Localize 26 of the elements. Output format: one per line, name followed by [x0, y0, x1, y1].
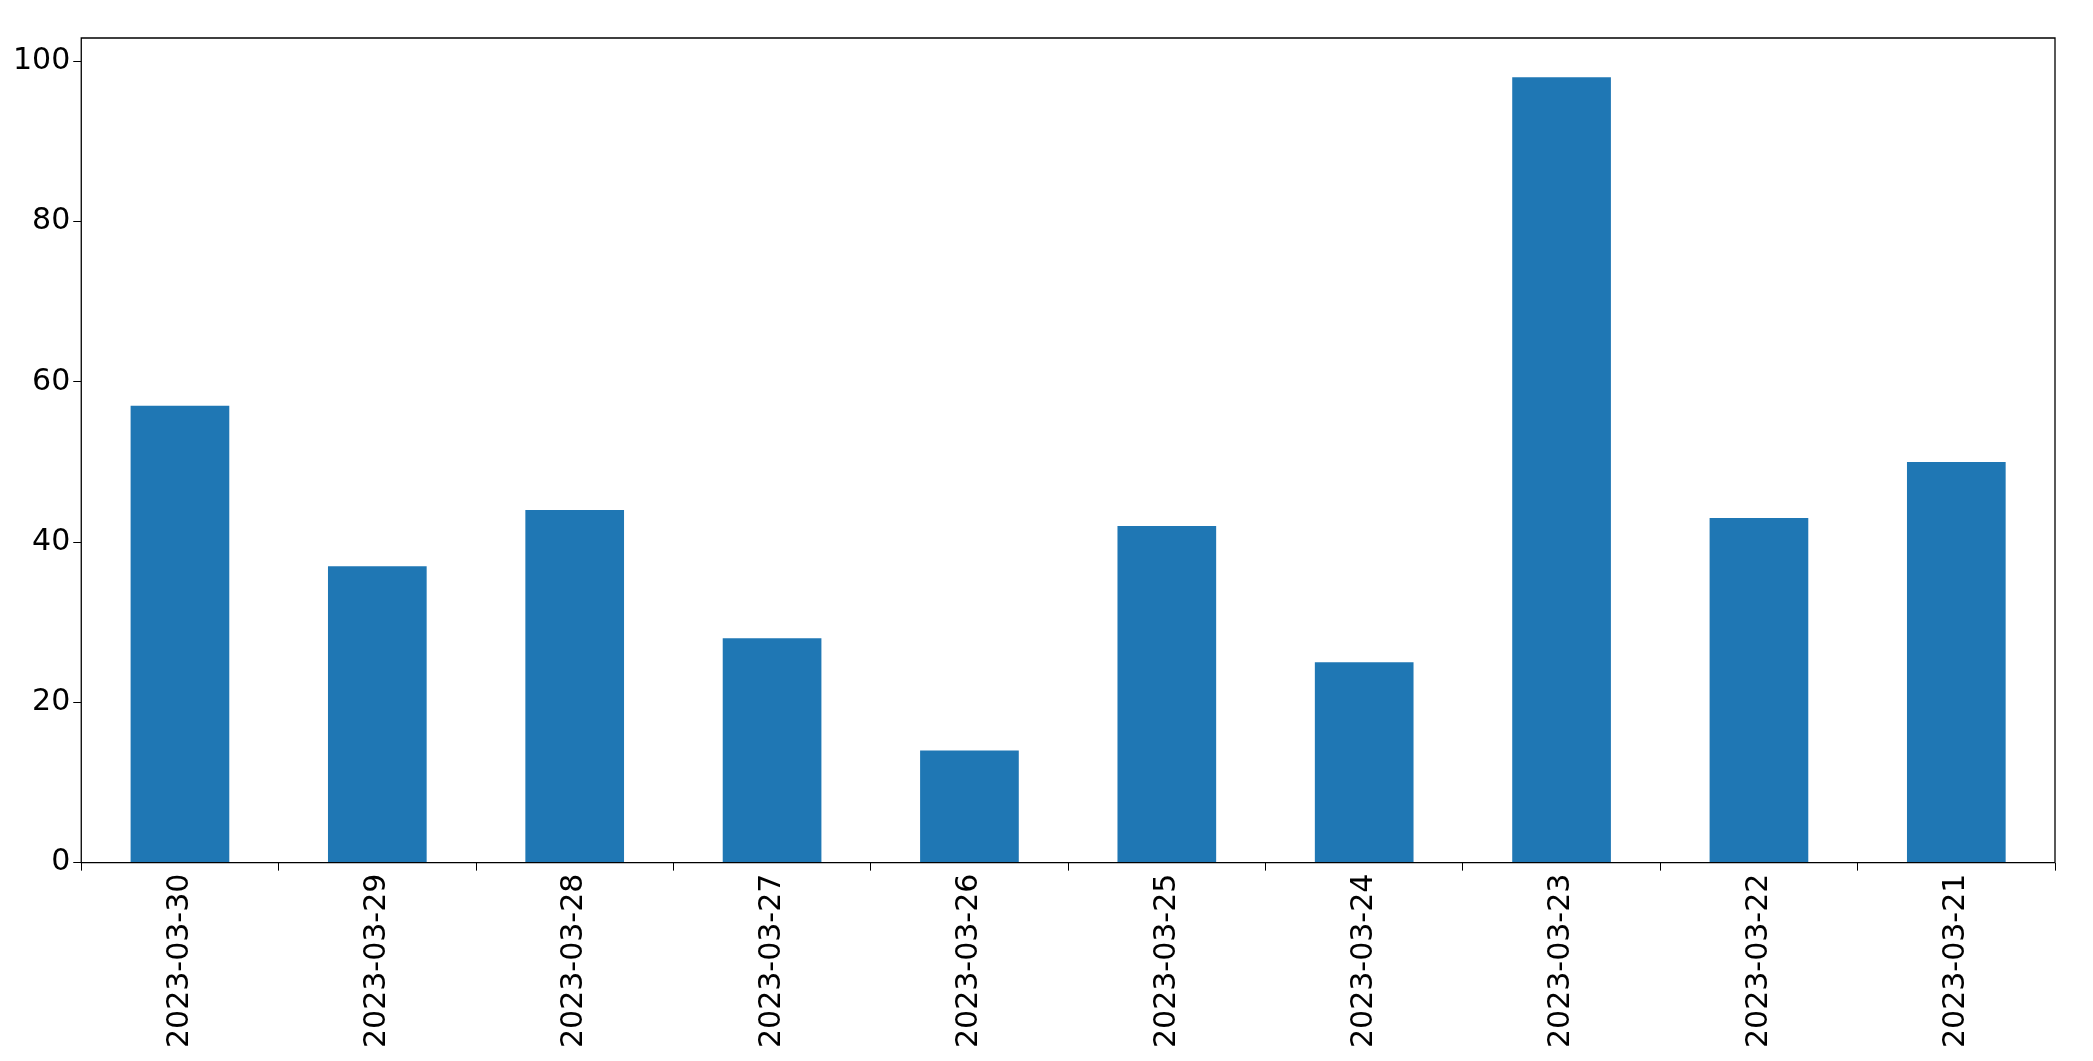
x-tick-label: 2023-03-23 [1541, 873, 1577, 1049]
bar [1906, 461, 2006, 863]
x-tick-label: 2023-03-28 [554, 873, 590, 1049]
y-tick-label: 40 [32, 521, 71, 557]
x-tick-label: 2023-03-24 [1343, 873, 1379, 1049]
x-tick-label: 2023-03-26 [949, 873, 985, 1049]
x-tick-label: 2023-03-25 [1146, 873, 1182, 1049]
y-tick-label: 60 [32, 361, 71, 397]
x-tick-label: 2023-03-27 [751, 873, 787, 1049]
x-tick-label: 2023-03-21 [1936, 873, 1972, 1049]
y-tick-label: 80 [32, 201, 71, 237]
bar [327, 566, 427, 863]
bar [1709, 518, 1809, 863]
bar [130, 405, 230, 863]
y-tick-label: 0 [51, 842, 71, 878]
bar [920, 750, 1019, 863]
y-tick-label: 100 [13, 41, 71, 77]
x-tick-label: 2023-03-22 [1738, 873, 1774, 1049]
bar [1117, 526, 1217, 863]
bar [722, 638, 822, 863]
bar [1512, 77, 1611, 863]
bar [525, 510, 625, 863]
x-tick-label: 2023-03-30 [159, 873, 195, 1049]
x-tick-label: 2023-03-29 [357, 873, 393, 1049]
bar [1314, 662, 1414, 863]
y-tick-label: 20 [32, 682, 71, 718]
